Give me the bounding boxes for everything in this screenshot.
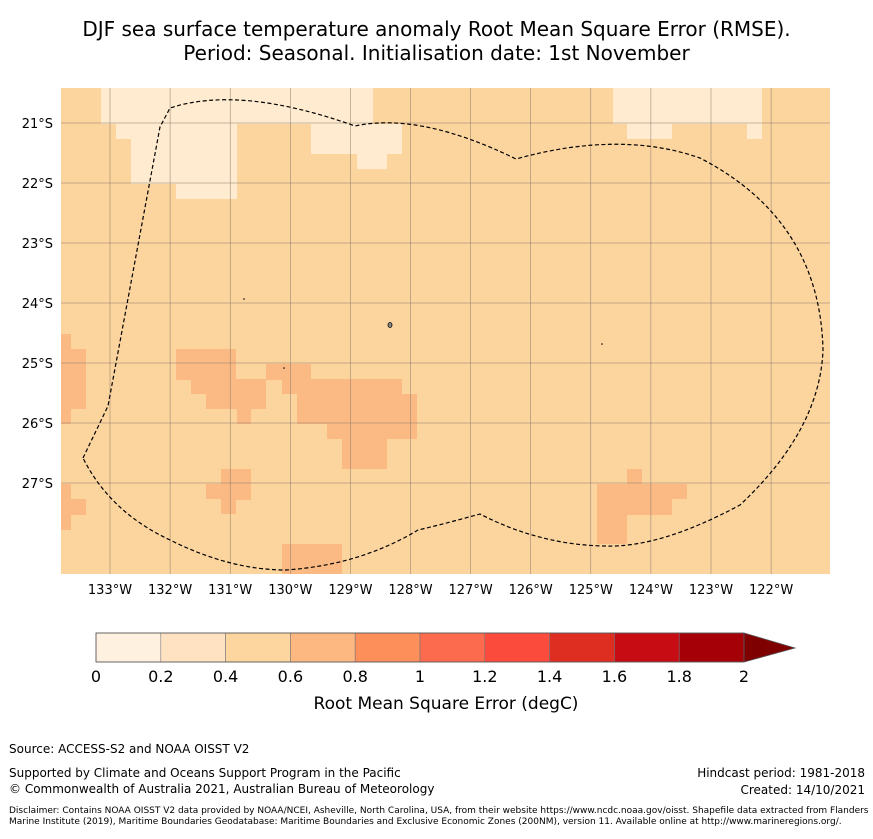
hindcast-period: Hindcast period: 1981-2018 [697, 766, 865, 780]
chart-title-line1: DJF sea surface temperature anomaly Root… [82, 17, 791, 41]
longitude-tick: 131°W [208, 583, 252, 598]
rmse-cell-medium [61, 514, 71, 530]
latitude-tick: 24°S [22, 297, 53, 312]
rmse-cell-medium [266, 364, 311, 380]
longitude-tick: 130°W [268, 583, 312, 598]
created-date: Created: 14/10/2021 [740, 783, 865, 797]
support-text: Supported by Climate and Oceans Support … [9, 766, 401, 780]
island-marker [243, 298, 245, 300]
rmse-cells [61, 88, 762, 574]
colorbar-label: Root Mean Square Error (degC) [314, 694, 579, 714]
latitude-tick: 22°S [22, 177, 53, 192]
colorbar-tick: 0.4 [213, 667, 238, 686]
colorbar-segment [160, 632, 226, 663]
colorbar-segment [354, 632, 421, 663]
colorbar-tick: 0.2 [148, 667, 173, 686]
colorbar-segment [614, 632, 680, 663]
rmse-cell-low [116, 124, 237, 139]
rmse-cell-medium [221, 499, 236, 514]
rmse-cell-medium [597, 514, 627, 544]
map-panel: 133°W 132°W 131°W 130°W 129°W 128°W 127°W 126°W… [22, 88, 830, 598]
longitude-tick: 128°W [388, 583, 432, 598]
latitude-tick: 23°S [22, 237, 53, 252]
longitude-tick: 127°W [449, 583, 493, 598]
rmse-cell-medium [176, 349, 236, 380]
colorbar-tick: 2 [739, 667, 749, 686]
colorbar-tick-labels: 0 0.2 0.4 0.6 0.8 1 1.2 1.4 1.6 1.8 2 [91, 667, 749, 686]
rmse-cell-medium [627, 469, 642, 484]
longitude-tick: 126°W [509, 583, 553, 598]
latitude-tick: 21°S [22, 117, 53, 132]
island-marker [387, 322, 393, 328]
colorbar-tick: 1.8 [666, 667, 691, 686]
rmse-cell-medium [282, 379, 402, 394]
rmse-cell-low [311, 124, 402, 154]
colorbar-segment [419, 632, 486, 663]
latitude-tick: 27°S [22, 477, 53, 492]
colorbar-extend-arrow [743, 632, 797, 663]
longitude-tick: 122°W [749, 583, 793, 598]
longitude-tick: 133°W [88, 583, 132, 598]
disclaimer-text: Disclaimer: Contains NOAA OISST V2 data … [9, 806, 869, 827]
colorbar-segment [290, 632, 356, 663]
rmse-cell-low [747, 124, 762, 139]
colorbar-segment [678, 632, 745, 663]
island-marker [283, 367, 285, 369]
latitude-tick-labels: 21°S 22°S 23°S 24°S 25°S 26°S 27°S [22, 117, 53, 492]
colorbar-segments [95, 632, 745, 663]
rmse-cell-medium [282, 544, 342, 574]
rmse-cell-low [613, 88, 762, 124]
colorbar-tick: 1.4 [537, 667, 562, 686]
colorbar-segment [95, 632, 162, 663]
rmse-cell-medium [61, 484, 71, 499]
colorbar-tick: 0.8 [342, 667, 367, 686]
colorbar-tick: 0.6 [278, 667, 303, 686]
colorbar-segment [484, 632, 550, 663]
rmse-cell-medium [206, 484, 221, 499]
colorbar-frame [95, 632, 745, 663]
longitude-tick: 124°W [629, 583, 673, 598]
rmse-cell-medium [61, 409, 71, 424]
rmse-cell-medium [61, 334, 71, 350]
colorbar-tick: 1 [415, 667, 425, 686]
colorbar: 0 0.2 0.4 0.6 0.8 1 1.2 1.4 1.6 1.8 2 Root Mean Sq… [91, 632, 797, 714]
island-marker [601, 343, 603, 345]
rmse-cell-medium [61, 349, 86, 409]
rmse-cell-low [627, 124, 672, 139]
colorbar-tick: 1.2 [472, 667, 497, 686]
colorbar-segment [549, 632, 615, 663]
rmse-cell-medium [297, 394, 417, 424]
longitude-tick: 132°W [148, 583, 192, 598]
longitude-tick: 129°W [328, 583, 372, 598]
latitude-tick: 25°S [22, 357, 53, 372]
eez-boundary [82, 99, 824, 571]
longitude-tick: 123°W [689, 583, 733, 598]
rmse-cell-medium [206, 394, 266, 409]
rmse-cell-medium [342, 439, 387, 469]
colorbar-segment [225, 632, 291, 663]
copyright-text: © Commonwealth of Australia 2021, Austra… [9, 782, 435, 796]
longitude-tick: 125°W [569, 583, 613, 598]
longitude-tick-labels: 133°W 132°W 131°W 130°W 129°W 128°W 127°W 126°W… [88, 583, 793, 598]
rmse-cell-low [357, 154, 387, 169]
rmse-cell-medium [327, 424, 417, 439]
rmse-cell-medium [597, 499, 672, 515]
chart-title-line2: Period: Seasonal. Initialisation date: 1… [183, 41, 690, 65]
graticule [61, 88, 830, 574]
rmse-cell-low [131, 139, 237, 184]
colorbar-tick: 0 [91, 667, 101, 686]
rmse-cell-low [101, 88, 373, 124]
rmse-cell-medium [597, 484, 687, 499]
rmse-cell-medium [221, 469, 251, 500]
source-text: Source: ACCESS-S2 and NOAA OISST V2 [9, 742, 250, 756]
rmse-cell-low [176, 184, 237, 199]
colorbar-tick: 1.6 [602, 667, 627, 686]
rmse-cell-medium [61, 499, 86, 515]
latitude-tick: 26°S [22, 417, 53, 432]
rmse-cell-medium [191, 379, 266, 394]
rmse-cell-medium [237, 409, 251, 424]
